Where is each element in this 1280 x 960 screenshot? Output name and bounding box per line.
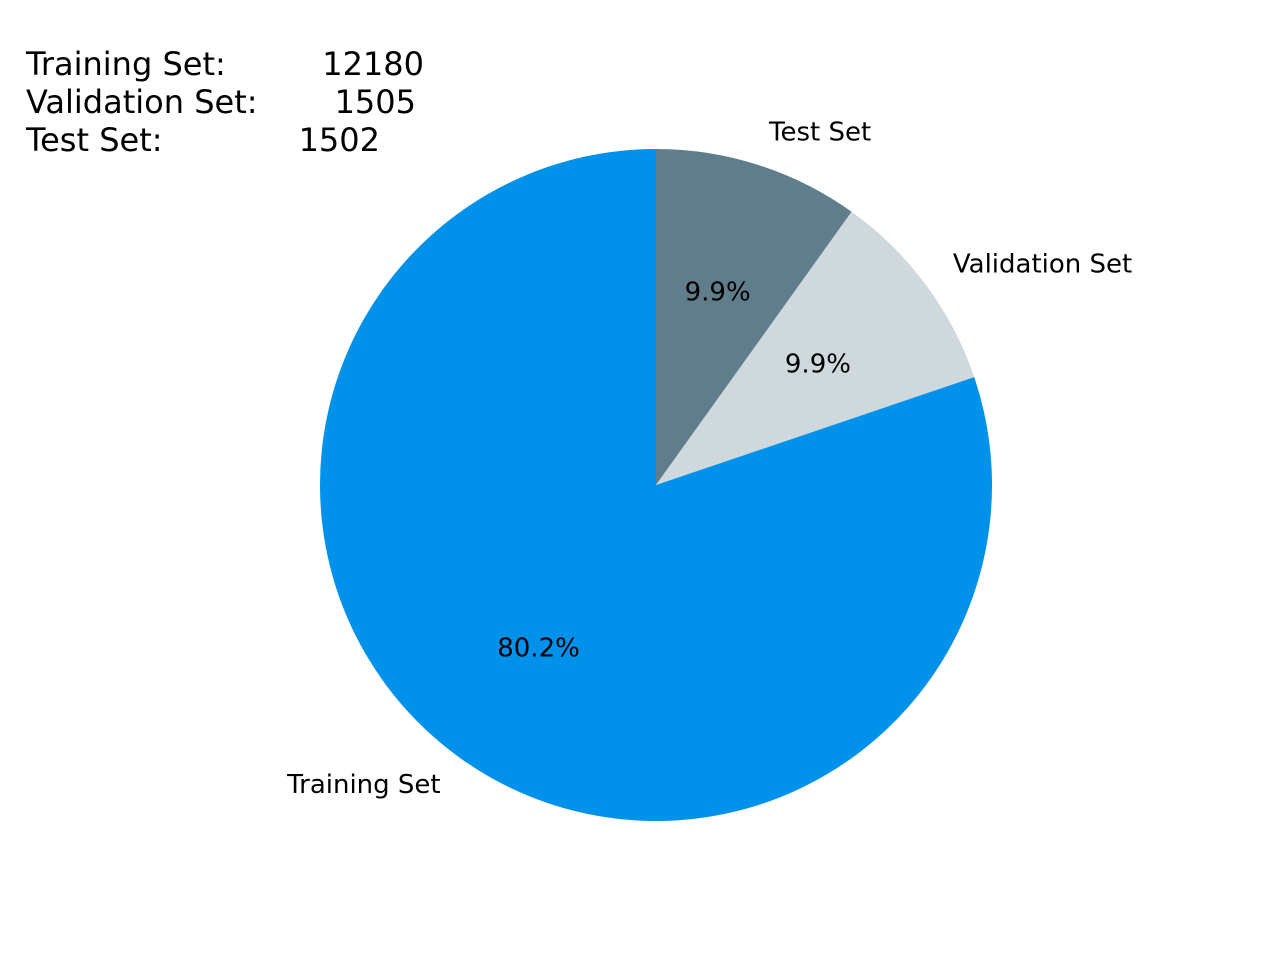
summary-count-training: 12180 [322, 45, 424, 83]
summary-row-test: Test Set: 1502 [26, 121, 424, 159]
slice-percent-test-set: 9.9% [685, 278, 751, 308]
slice-percent-validation-set: 9.9% [785, 349, 851, 379]
slice-label-training-set: Training Set [286, 770, 441, 800]
slice-percent-training-set: 80.2% [497, 633, 580, 663]
pie-labels: Test Set 9.9% Validation Set 9.9% Training S… [286, 118, 1132, 800]
summary-count-test: 1502 [298, 121, 380, 159]
summary-row-training: Training Set: 12180 [26, 45, 424, 83]
split-summary: Training Set: 12180 Validation Set: 1505… [26, 45, 424, 159]
summary-label-training: Training Set: [26, 45, 226, 83]
summary-label-validation: Validation Set: [26, 83, 258, 121]
summary-count-validation: 1505 [334, 83, 416, 121]
pie-slices [319, 149, 992, 821]
slice-label-test-set: Test Set [768, 118, 871, 148]
summary-row-validation: Validation Set: 1505 [26, 83, 424, 121]
slice-label-validation-set: Validation Set [953, 249, 1132, 279]
pie-slice-test-set [656, 149, 852, 485]
pie-slice-training-set [319, 149, 992, 821]
pie-slice-validation-set [656, 211, 975, 485]
summary-label-test: Test Set: [26, 121, 163, 159]
